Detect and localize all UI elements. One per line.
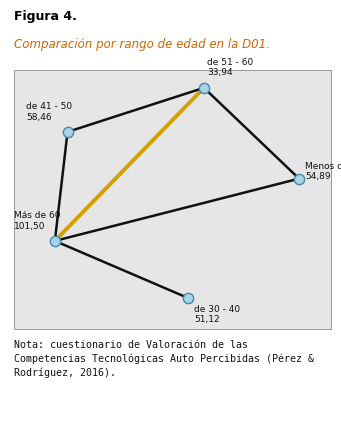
Point <box>201 84 207 91</box>
Text: Figura 4.: Figura 4. <box>14 10 76 23</box>
Text: Nota: cuestionario de Valoración de las
Competencias Tecnológicas Auto Percibida: Nota: cuestionario de Valoración de las … <box>14 341 314 378</box>
Point <box>296 175 302 182</box>
Text: de 41 - 50
58,46: de 41 - 50 58,46 <box>26 102 72 122</box>
Text: Más de 60
101,50: Más de 60 101,50 <box>14 211 60 230</box>
Text: de 51 - 60
33,94: de 51 - 60 33,94 <box>207 58 253 77</box>
Text: de 30 - 40
51,12: de 30 - 40 51,12 <box>194 305 240 324</box>
Text: Comparación por rango de edad en la D01.: Comparación por rango de edad en la D01. <box>14 38 269 51</box>
Point <box>65 129 70 135</box>
Point <box>186 295 191 301</box>
Point <box>52 238 58 244</box>
Text: Menos de 30
54,89: Menos de 30 54,89 <box>306 162 341 181</box>
